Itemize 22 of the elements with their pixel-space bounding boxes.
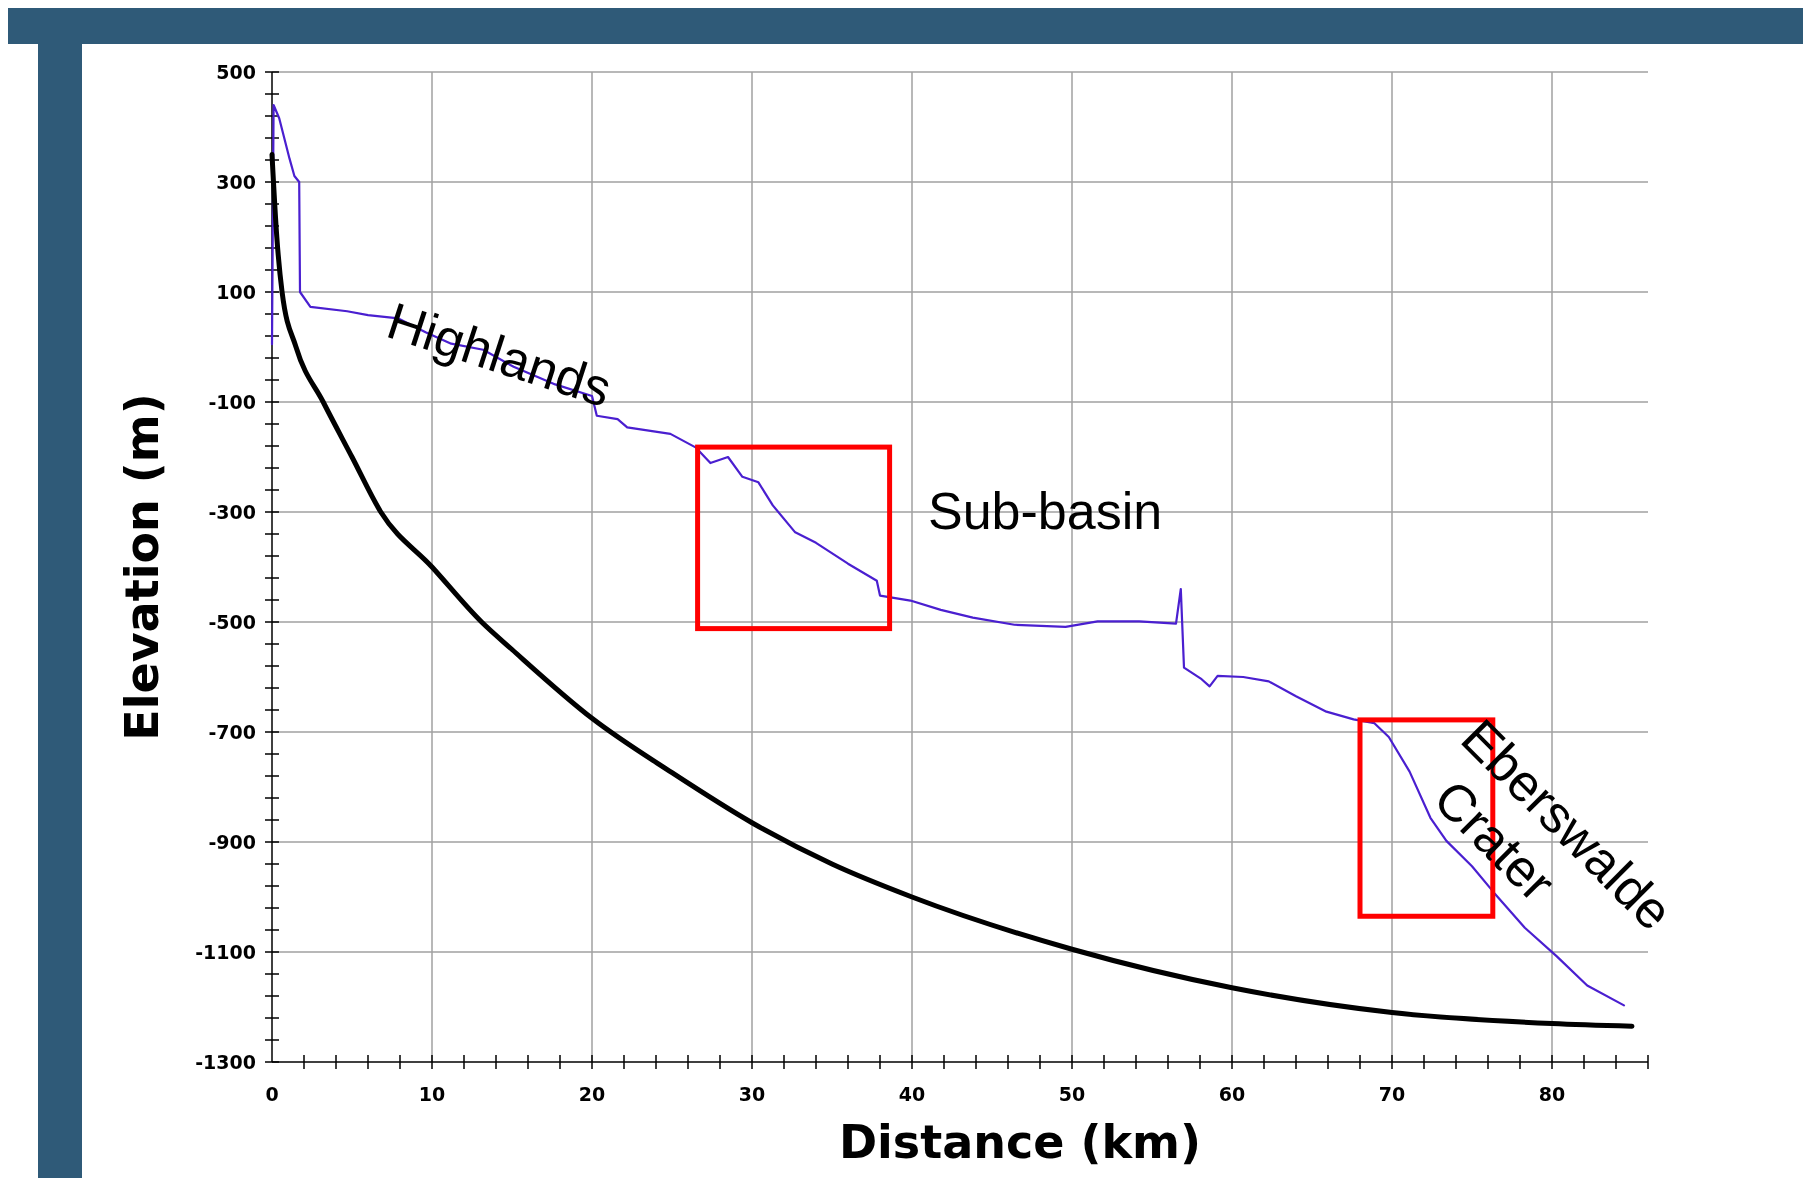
x-tick-label: 40	[898, 1083, 926, 1105]
y-tick-label: -900	[208, 830, 256, 853]
x-tick-label: 70	[1378, 1083, 1406, 1105]
y-axis-title: Elevation (m)	[115, 393, 169, 741]
y-tick-label: 500	[216, 60, 256, 83]
annotation: Sub-basin	[928, 481, 1163, 540]
y-tick-label: 300	[216, 170, 256, 193]
y-tick-label: -500	[208, 610, 256, 633]
x-tick-label: 20	[578, 1083, 606, 1105]
y-tick-label: -1100	[195, 940, 256, 963]
x-tick-label: 60	[1218, 1083, 1246, 1105]
x-tick-label: 80	[1538, 1083, 1566, 1105]
x-axis-title: Distance (km)	[838, 1115, 1202, 1169]
y-tick-label: -100	[208, 390, 256, 413]
y-tick-label: -700	[208, 720, 256, 743]
x-tick-label: 0	[265, 1083, 279, 1105]
x-tick-label: 30	[738, 1083, 766, 1105]
y-tick-label: 100	[216, 280, 256, 303]
x-tick-label: 10	[418, 1083, 446, 1105]
y-tick-label: -300	[208, 500, 256, 523]
x-tick-label: 50	[1058, 1083, 1086, 1105]
y-tick-label: -1300	[195, 1050, 256, 1073]
